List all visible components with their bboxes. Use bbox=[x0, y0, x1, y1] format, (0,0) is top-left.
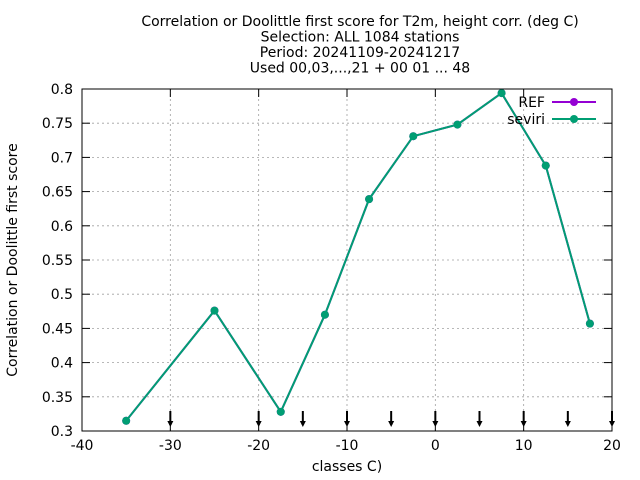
y-axis-label: Correlation or Doolittle first score bbox=[5, 143, 21, 376]
data-point-seviri bbox=[122, 416, 131, 425]
title-line: Selection: ALL 1084 stations bbox=[261, 30, 460, 46]
y-tick-label: 0.4 bbox=[51, 356, 73, 372]
x-tick-label: -10 bbox=[336, 438, 359, 454]
legend-swatch-marker bbox=[570, 115, 578, 123]
data-point-seviri bbox=[497, 89, 506, 98]
data-point-seviri bbox=[210, 306, 219, 315]
x-tick-label: -40 bbox=[71, 438, 94, 454]
class-marker-head bbox=[299, 421, 306, 427]
x-tick-label: 20 bbox=[603, 438, 621, 454]
legend-label: REF bbox=[518, 95, 545, 111]
y-tick-label: 0.5 bbox=[51, 287, 73, 303]
y-tick-label: 0.55 bbox=[42, 253, 73, 269]
y-tick-label: 0.6 bbox=[51, 219, 73, 235]
y-tick-label: 0.7 bbox=[51, 150, 73, 166]
data-point-seviri bbox=[541, 161, 550, 170]
title-line: Correlation or Doolittle first score for… bbox=[141, 14, 578, 30]
x-tick-label: -20 bbox=[247, 438, 270, 454]
y-tick-label: 0.65 bbox=[42, 185, 73, 201]
y-tick-label: 0.8 bbox=[51, 82, 73, 98]
class-markers bbox=[167, 411, 615, 427]
x-axis-label: classes C) bbox=[312, 459, 382, 475]
data-point-seviri bbox=[276, 407, 285, 416]
data-point-seviri bbox=[320, 310, 329, 319]
y-tick-label: 0.45 bbox=[42, 321, 73, 337]
class-marker-head bbox=[476, 421, 483, 427]
y-tick-label: 0.75 bbox=[42, 116, 73, 132]
x-tick-label: -30 bbox=[159, 438, 182, 454]
series-layer bbox=[122, 89, 594, 425]
title-line: Used 00,03,...,21 + 00 01 ... 48 bbox=[250, 61, 470, 77]
data-point-seviri bbox=[585, 319, 594, 328]
x-tick-label: 10 bbox=[515, 438, 533, 454]
data-point-seviri bbox=[365, 195, 374, 204]
series-line-seviri bbox=[125, 91, 591, 422]
series-line-REF bbox=[125, 91, 591, 422]
y-tick-label: 0.3 bbox=[51, 424, 73, 440]
chart-title: Correlation or Doolittle first score for… bbox=[141, 14, 578, 77]
legend-label: seviri bbox=[507, 112, 545, 128]
y-tick-label: 0.35 bbox=[42, 390, 73, 406]
class-marker-head bbox=[564, 421, 571, 427]
title-line: Period: 20241109-20241217 bbox=[260, 45, 460, 61]
x-tick-label: 0 bbox=[431, 438, 440, 454]
data-point-seviri bbox=[453, 120, 462, 129]
class-marker-head bbox=[388, 421, 395, 427]
data-point-seviri bbox=[409, 132, 418, 141]
grid bbox=[82, 89, 612, 431]
legend-swatch-marker bbox=[570, 98, 578, 106]
axis-ticks: -40 -30 -20 -10 0 10 20 0.3 0.35 0.4 0.45 0.5 0.55 0.… bbox=[42, 82, 621, 454]
